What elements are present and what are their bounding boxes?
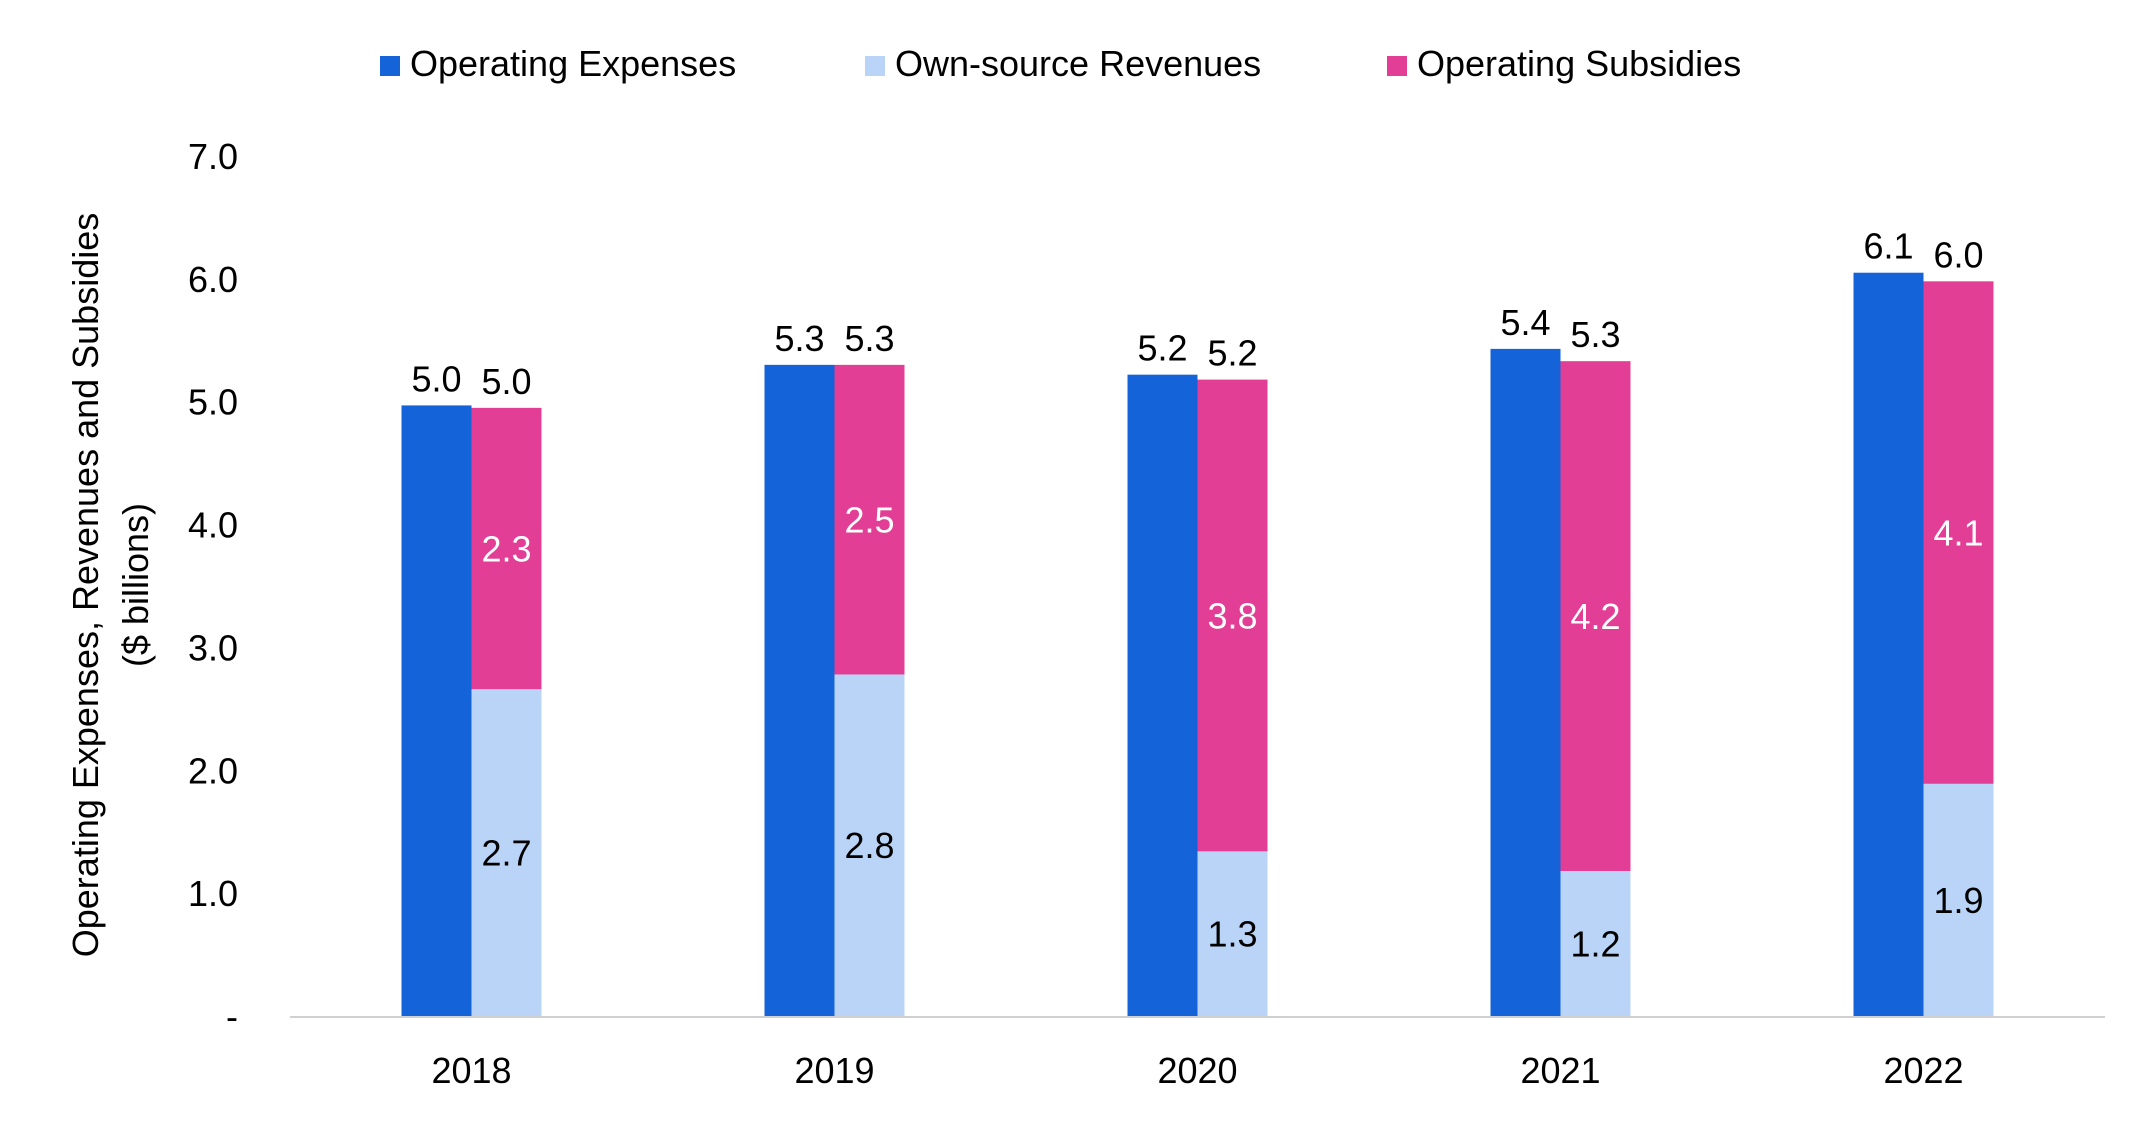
data-label-revenue-total: 5.3 — [844, 318, 894, 359]
data-label-operating-expenses: 5.4 — [1500, 302, 1550, 343]
data-label-operating-subsidies: 3.8 — [1207, 595, 1257, 636]
data-label-revenue-total: 5.3 — [1570, 314, 1620, 355]
legend-label-operating_expenses: Operating Expenses — [410, 43, 736, 84]
data-label-operating-subsidies: 2.3 — [481, 529, 531, 570]
data-label-operating-expenses: 6.1 — [1863, 226, 1913, 267]
y-tick-label: 1.0 — [188, 873, 238, 914]
bar-operating-subsidies-2018 — [471, 407, 542, 690]
legend-label-own_source_revenues: Own-source Revenues — [895, 43, 1261, 84]
y-tick-label: 7.0 — [188, 136, 238, 177]
bar-operating-expenses-2019 — [764, 364, 835, 1016]
x-tick-label: 2019 — [794, 1050, 874, 1091]
data-label-own-source-revenues: 2.8 — [844, 825, 894, 866]
bar-operating-expenses-2018 — [401, 405, 472, 1016]
y-tick-label: 2.0 — [188, 750, 238, 791]
bar-operating-expenses-2021 — [1490, 348, 1561, 1016]
x-tick-label: 2020 — [1157, 1050, 1237, 1091]
data-label-operating-expenses: 5.3 — [774, 318, 824, 359]
legend-label-operating_subsidies: Operating Subsidies — [1417, 43, 1741, 84]
bar-own-source-revenues-2020 — [1197, 851, 1268, 1016]
y-axis-units: ($ billions) — [115, 503, 156, 667]
data-label-revenue-total: 6.0 — [1933, 234, 1983, 275]
legend-swatch-own_source_revenues — [865, 56, 885, 76]
data-label-operating-expenses: 5.0 — [411, 358, 461, 399]
bar-operating-subsidies-2022 — [1923, 281, 1994, 784]
data-label-own-source-revenues: 1.3 — [1207, 914, 1257, 955]
bar-operating-subsidies-2021 — [1560, 361, 1631, 872]
data-label-revenue-total: 5.0 — [481, 361, 531, 402]
bar-operating-expenses-2020 — [1127, 374, 1198, 1017]
x-tick-label: 2018 — [431, 1050, 511, 1091]
y-axis-title: Operating Expenses, Revenues and Subsidi… — [65, 213, 106, 957]
y-tick-label: 3.0 — [188, 627, 238, 668]
data-label-operating-subsidies: 2.5 — [844, 500, 894, 541]
data-label-own-source-revenues: 1.2 — [1570, 924, 1620, 965]
legend-swatch-operating_expenses — [380, 56, 400, 76]
y-tick-label: 4.0 — [188, 505, 238, 546]
bar-own-source-revenues-2019 — [834, 674, 905, 1016]
legend-swatch-operating_subsidies — [1387, 56, 1407, 76]
bar-operating-subsidies-2020 — [1197, 379, 1268, 852]
x-tick-label: 2022 — [1883, 1050, 1963, 1091]
bar-operating-subsidies-2019 — [834, 364, 905, 675]
y-tick-label: 6.0 — [188, 259, 238, 300]
y-tick-label: - — [226, 996, 238, 1037]
bar-own-source-revenues-2018 — [471, 689, 542, 1016]
bar-own-source-revenues-2021 — [1560, 871, 1631, 1016]
bar-own-source-revenues-2022 — [1923, 783, 1994, 1016]
data-label-own-source-revenues: 2.7 — [481, 833, 531, 874]
data-label-revenue-total: 5.2 — [1207, 333, 1257, 374]
x-tick-label: 2021 — [1520, 1050, 1600, 1091]
y-tick-label: 5.0 — [188, 382, 238, 423]
data-label-own-source-revenues: 1.9 — [1933, 880, 1983, 921]
data-label-operating-expenses: 5.2 — [1137, 328, 1187, 369]
data-label-operating-subsidies: 4.1 — [1933, 513, 1983, 554]
data-label-operating-subsidies: 4.2 — [1570, 596, 1620, 637]
bar-operating-expenses-2022 — [1853, 272, 1924, 1016]
